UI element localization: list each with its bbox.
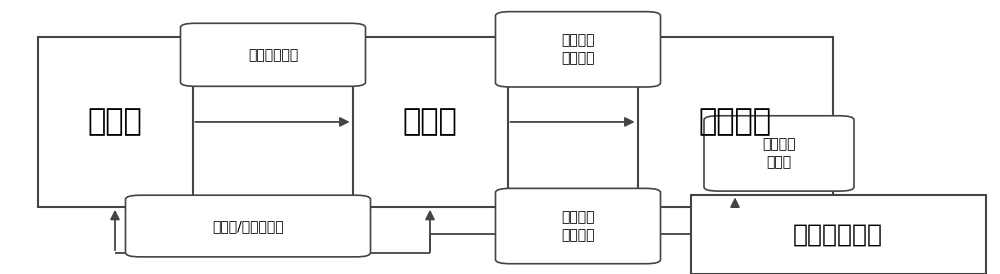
Text: 构建力矩
曲线模型: 构建力矩 曲线模型 — [561, 210, 595, 242]
Text: 实时检斆
力矩値: 实时检斆 力矩値 — [762, 137, 796, 170]
Bar — [352, 37, 508, 207]
Text: 控制器: 控制器 — [403, 107, 457, 136]
FancyBboxPatch shape — [126, 195, 370, 257]
Text: 预设伺服参数: 预设伺服参数 — [248, 48, 298, 62]
Bar — [38, 37, 192, 207]
Text: 伺服电批: 伺服电批 — [698, 107, 772, 136]
FancyBboxPatch shape — [704, 116, 854, 191]
Bar — [690, 195, 986, 274]
Text: 力矩检斆单元: 力矩检斆单元 — [793, 222, 883, 246]
Text: 数据库: 数据库 — [88, 107, 142, 136]
FancyBboxPatch shape — [495, 12, 660, 87]
Bar — [638, 37, 832, 207]
FancyBboxPatch shape — [495, 189, 660, 264]
Text: 输入伺服
参数启动: 输入伺服 参数启动 — [561, 33, 595, 65]
FancyBboxPatch shape — [180, 23, 366, 86]
Text: 保存和/或更新学习: 保存和/或更新学习 — [212, 219, 284, 233]
